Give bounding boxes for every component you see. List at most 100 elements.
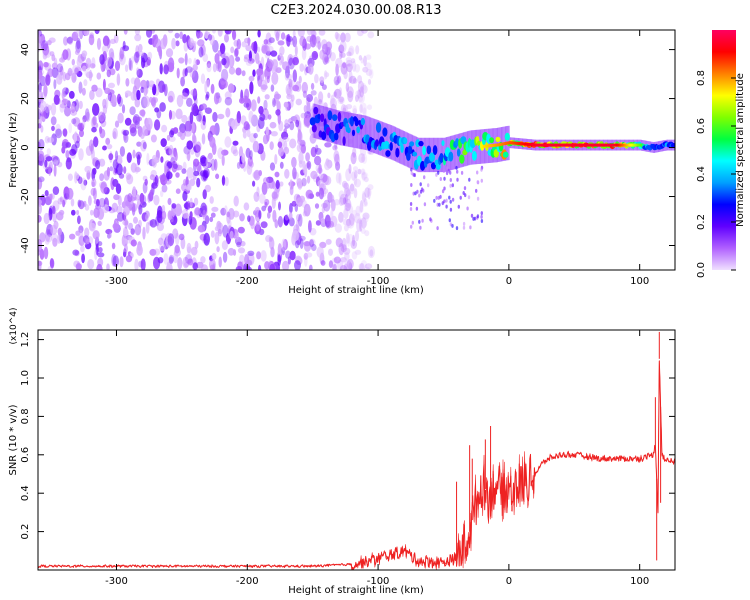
- spectrogram-speckle: [174, 244, 180, 254]
- spectrogram-speckle: [266, 59, 274, 68]
- spectrogram-speckle: [133, 86, 137, 92]
- spectrogram-speckle: [232, 140, 239, 146]
- spectrogram-speckle: [233, 48, 239, 58]
- spectrogram-ridge-core: [497, 143, 500, 147]
- spectrogram-speckle: [147, 51, 153, 60]
- spectrogram-speckle: [206, 63, 212, 73]
- spectrogram-ridge-core: [512, 141, 515, 145]
- spectrogram-ridge-core: [622, 143, 625, 147]
- spectrogram-speckle: [70, 102, 76, 114]
- spectrogram-speckle: [323, 175, 332, 186]
- spectrogram-speckle: [252, 140, 260, 153]
- spectrogram-speckle: [306, 94, 313, 102]
- spectrogram-speckle: [210, 230, 215, 238]
- spectrogram-speckle: [38, 82, 42, 93]
- spectrogram-ridge-core: [580, 143, 583, 147]
- spectrogram-speckle: [354, 170, 358, 179]
- spectrogram-speckle: [44, 190, 49, 197]
- spectrogram-speckle: [335, 237, 343, 248]
- spectrogram-speckle: [152, 83, 157, 96]
- spectrogram-speckle: [261, 182, 268, 195]
- spectrogram-speckle: [310, 90, 317, 96]
- spectrogram-speckle: [289, 99, 294, 108]
- spectrogram-ridge-core: [635, 143, 638, 147]
- spectrogram-speckle: [236, 38, 241, 50]
- spectrogram-speckle: [44, 159, 48, 168]
- spectrogram-speckle: [159, 174, 167, 181]
- spectrogram-speckle: [128, 222, 133, 231]
- spectrogram-speckle: [164, 179, 172, 185]
- spectrogram-speckle: [218, 256, 222, 268]
- spectrogram-speckle: [92, 167, 97, 175]
- spectrogram-speckle: [327, 92, 331, 99]
- spectrogram-ridge-core: [571, 143, 574, 147]
- spectrogram-ridge-core: [584, 143, 587, 147]
- spectrogram-speckle: [344, 202, 351, 212]
- spectrogram-speckle: [352, 60, 357, 72]
- spectrogram-speckle: [166, 134, 170, 141]
- spectrogram-ridge-cell: [448, 151, 454, 162]
- spectrogram-speckle: [355, 90, 361, 97]
- spectrogram-speckle: [203, 232, 210, 246]
- spectrogram-speckle: [214, 231, 220, 245]
- spectrogram-speckle: [212, 111, 218, 123]
- spectrogram-speckle: [53, 57, 58, 69]
- spectrogram-speckle: [347, 90, 354, 103]
- snr-panel: -300 -200 -100 0 100 0.2 0.4 0.6 0.8 1.0 1.2 Heig…: [8, 307, 676, 596]
- spectrogram-speckle: [123, 30, 128, 35]
- spectrogram-speckle: [168, 136, 176, 142]
- spectrogram-speckle: [362, 214, 369, 223]
- spectrogram-speckle: [343, 208, 349, 220]
- spectrogram-ridge-core: [518, 142, 521, 145]
- spectrogram-speckle: [290, 78, 294, 92]
- spectrogram-speckle: [283, 214, 290, 226]
- spectrogram-ridge-halo: [362, 115, 365, 150]
- spectrogram-ridge-cell: [333, 132, 339, 141]
- spectrogram-ridge-core: [520, 142, 523, 146]
- spectrogram-ridge-cell: [462, 149, 468, 156]
- spectrogram-speckle: [253, 132, 258, 139]
- spectrogram-speckle: [81, 253, 85, 264]
- spectrogram-ridge-halo: [387, 124, 390, 159]
- spectrogram-ridge-core: [556, 143, 559, 147]
- spectrogram-x-axis-label: Height of straight line (km): [288, 285, 424, 296]
- spectrogram-tail: [470, 213, 474, 218]
- spectrogram-tail: [446, 166, 449, 171]
- spectrogram-tail: [441, 201, 444, 206]
- spectrogram-speckle: [193, 197, 199, 206]
- spectrogram-speckle: [119, 256, 124, 268]
- spectrogram-speckle: [365, 62, 372, 70]
- spectrogram-ridge-cell: [375, 139, 379, 147]
- spectrogram-ridge-core: [511, 141, 514, 145]
- spectrogram-tail: [423, 175, 426, 180]
- spectrogram-speckle: [214, 53, 220, 64]
- spectrogram-speckle: [319, 49, 326, 60]
- spectrogram-ridge-core: [592, 143, 595, 147]
- spectrogram-speckle: [97, 208, 105, 220]
- spectrogram-ridge-core: [586, 143, 589, 147]
- spectrogram-speckle: [351, 171, 356, 181]
- spectrogram-speckle: [200, 44, 206, 56]
- spectrogram-tail: [439, 177, 442, 181]
- spectrogram-ridge-core: [484, 144, 487, 148]
- spectrogram-speckle: [62, 199, 66, 208]
- spectrogram-speckle: [193, 57, 197, 71]
- spectrogram-speckle: [345, 82, 350, 92]
- spectrogram-ridge-halo: [421, 137, 424, 173]
- spectrogram-speckle: [213, 158, 218, 171]
- spectrogram-ridge-cell: [422, 145, 426, 156]
- spectrogram-speckle: [292, 30, 296, 38]
- spectrogram-speckle: [324, 57, 330, 64]
- spectrogram-speckle: [267, 114, 272, 120]
- spectrogram-speckle: [124, 117, 132, 126]
- spectrogram-speckle: [53, 79, 57, 90]
- spectrogram-speckle: [80, 245, 85, 253]
- spectrogram-speckle: [161, 184, 168, 193]
- x-tick-label: 0: [506, 276, 512, 287]
- spectrogram-tail: [462, 191, 465, 195]
- spectrogram-speckle: [364, 187, 370, 198]
- spectrogram-speckle: [69, 233, 76, 240]
- spectrogram-speckle: [145, 221, 150, 234]
- spectrogram-speckle: [98, 197, 106, 208]
- spectrogram-ridge-halo: [361, 115, 364, 150]
